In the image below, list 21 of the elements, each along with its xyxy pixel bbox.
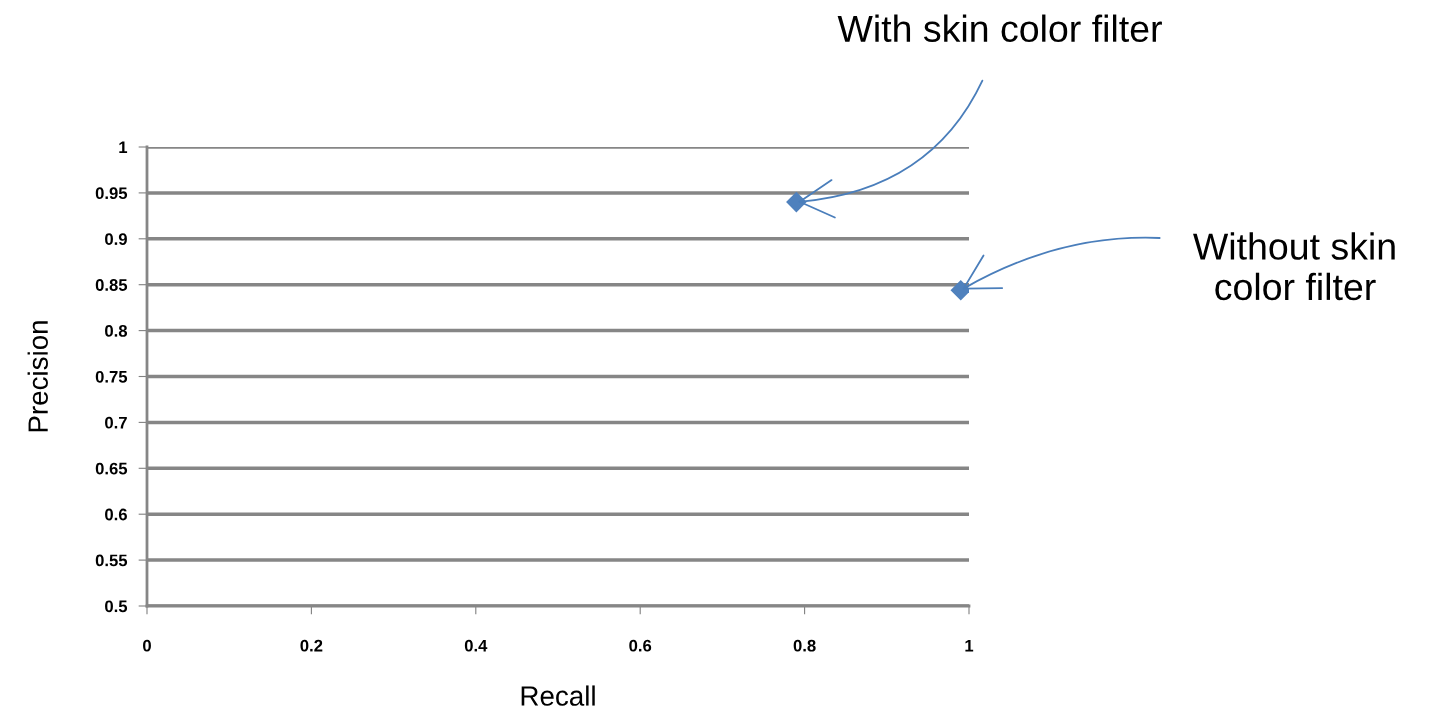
- x-tick-label: 0.8: [793, 639, 816, 652]
- y-tick-label: 0.65: [95, 462, 128, 475]
- y-tick-label: 0.5: [105, 600, 128, 613]
- x-tick-label: 1: [965, 639, 974, 652]
- y-tick-label: 0.6: [105, 508, 127, 521]
- y-tick-label: 0.8: [105, 325, 128, 337]
- annotation: Without skin color filter: [1193, 232, 1395, 301]
- y-axis-title: Precision: [27, 321, 48, 432]
- y-tick-label: 0.85: [95, 279, 128, 291]
- y-tick-label: 0.75: [95, 370, 128, 383]
- y-tick-label: 0.55: [95, 554, 128, 567]
- y-tick-label: 0.95: [95, 187, 128, 200]
- x-tick-label: 0.2: [300, 639, 323, 652]
- annotation: With skin color filter: [837, 14, 1162, 43]
- x-tick-label: 0: [143, 639, 151, 652]
- x-tick-label: 0.4: [464, 639, 488, 652]
- x-axis-title: Recall: [521, 685, 595, 706]
- y-tick-label: 0.9: [105, 233, 127, 245]
- y-tick-label: 0.7: [105, 416, 127, 429]
- x-tick-label: 0.6: [629, 639, 652, 652]
- y-tick-label: 1: [119, 141, 128, 154]
